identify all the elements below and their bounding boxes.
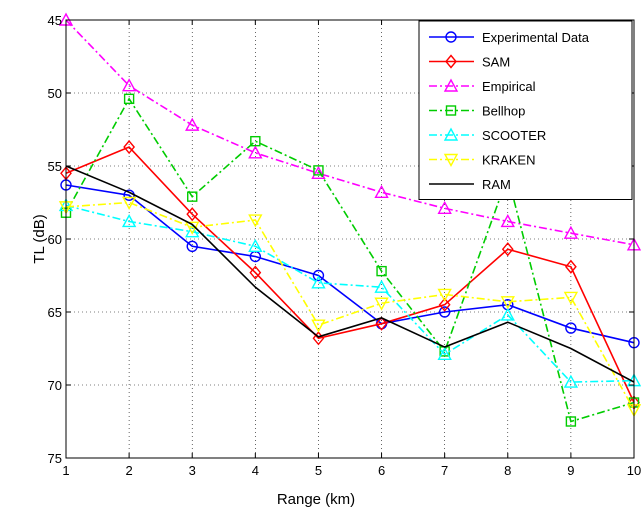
- legend-marker: [445, 31, 457, 43]
- data-point: [563, 225, 579, 239]
- x-tick-label: 7: [441, 463, 448, 478]
- x-tick-label: 9: [567, 463, 574, 478]
- legend-item: SAM: [429, 54, 510, 70]
- data-point: [311, 165, 326, 180]
- data-point: [500, 307, 515, 321]
- data-point: [438, 306, 451, 318]
- data-point: [121, 78, 137, 92]
- data-point: [313, 165, 324, 176]
- data-point: [376, 265, 387, 277]
- data-point: [185, 224, 200, 238]
- legend-label: Empirical: [482, 79, 536, 94]
- legend-label: SCOOTER: [482, 128, 546, 143]
- x-tick-label: 8: [504, 463, 511, 478]
- data-point: [250, 135, 261, 147]
- x-axis-label: Range (km): [277, 491, 355, 508]
- legend-marker: [443, 153, 459, 167]
- data-point: [565, 322, 577, 334]
- series-line: [65, 204, 635, 383]
- legend-marker: [443, 78, 459, 92]
- y-tick-label: 65: [48, 305, 62, 320]
- legend-item: Experimental Data: [429, 30, 590, 45]
- data-point: [500, 214, 515, 228]
- x-tick-label: 5: [315, 463, 322, 478]
- x-tick-label: 4: [252, 463, 259, 478]
- series-bellhop: [60, 93, 640, 427]
- data-point: [437, 200, 452, 215]
- data-point: [186, 207, 199, 222]
- data-point: [437, 288, 452, 302]
- series-kraken: [58, 196, 641, 418]
- series-line: [65, 97, 635, 423]
- legend-marker: [445, 105, 457, 116]
- legend-marker: [443, 127, 459, 141]
- data-point: [186, 240, 198, 253]
- legend-label: RAM: [482, 177, 511, 192]
- data-point: [248, 214, 263, 228]
- data-point: [565, 416, 577, 427]
- data-point: [121, 214, 137, 228]
- y-tick-label: 75: [48, 451, 62, 466]
- x-tick-label: 10: [627, 463, 641, 478]
- data-point: [500, 296, 515, 310]
- series-line: [65, 165, 635, 383]
- legend-item: Bellhop: [429, 104, 525, 119]
- y-tick-label: 45: [48, 13, 62, 28]
- data-point: [123, 139, 136, 155]
- y-axis-label: TL (dB): [31, 214, 48, 263]
- data-point: [248, 238, 263, 253]
- data-point: [374, 297, 389, 311]
- data-point: [374, 279, 389, 293]
- legend-label: KRAKEN: [482, 153, 535, 168]
- legend-item: RAM: [429, 177, 511, 192]
- data-point: [438, 297, 451, 312]
- x-tick-label: 6: [378, 463, 385, 478]
- data-point: [311, 319, 326, 333]
- x-tick-label: 1: [62, 463, 69, 478]
- x-tick-label: 2: [125, 463, 132, 478]
- series-line: [65, 184, 635, 344]
- legend-item: SCOOTER: [429, 127, 546, 143]
- legend: Experimental Data SAM Empirical Bellhop SCOO…: [418, 20, 633, 200]
- data-point: [248, 145, 263, 159]
- data-point: [501, 242, 514, 257]
- series-sam: [60, 139, 640, 410]
- data-point: [121, 196, 137, 210]
- series-line: [65, 201, 635, 411]
- legend-item: KRAKEN: [429, 153, 535, 168]
- y-tick-label: 60: [48, 232, 62, 247]
- data-point: [185, 117, 200, 131]
- data-point: [437, 346, 452, 361]
- data-point: [563, 374, 579, 388]
- y-tick-label: 70: [48, 378, 62, 393]
- data-point: [374, 184, 389, 198]
- legend-label: Bellhop: [482, 104, 525, 119]
- x-tick-label: 3: [189, 463, 196, 478]
- legend-label: SAM: [482, 55, 510, 70]
- data-point: [312, 269, 325, 282]
- data-point: [187, 191, 198, 202]
- y-tick-label: 55: [48, 159, 62, 174]
- data-point: [123, 93, 135, 105]
- data-point: [249, 265, 262, 280]
- data-point: [564, 259, 577, 274]
- legend-label: Experimental Data: [482, 30, 590, 45]
- series-line: [65, 19, 635, 246]
- series-line: [65, 146, 635, 403]
- series-layer: [58, 12, 641, 427]
- series-ram: [65, 165, 635, 383]
- data-point: [563, 291, 579, 305]
- data-point: [311, 275, 326, 289]
- legend-marker: [445, 54, 457, 69]
- data-point: [375, 316, 388, 331]
- legend-box: [418, 20, 633, 200]
- legend-item: Empirical: [429, 78, 536, 94]
- y-tick-label: 50: [48, 86, 62, 101]
